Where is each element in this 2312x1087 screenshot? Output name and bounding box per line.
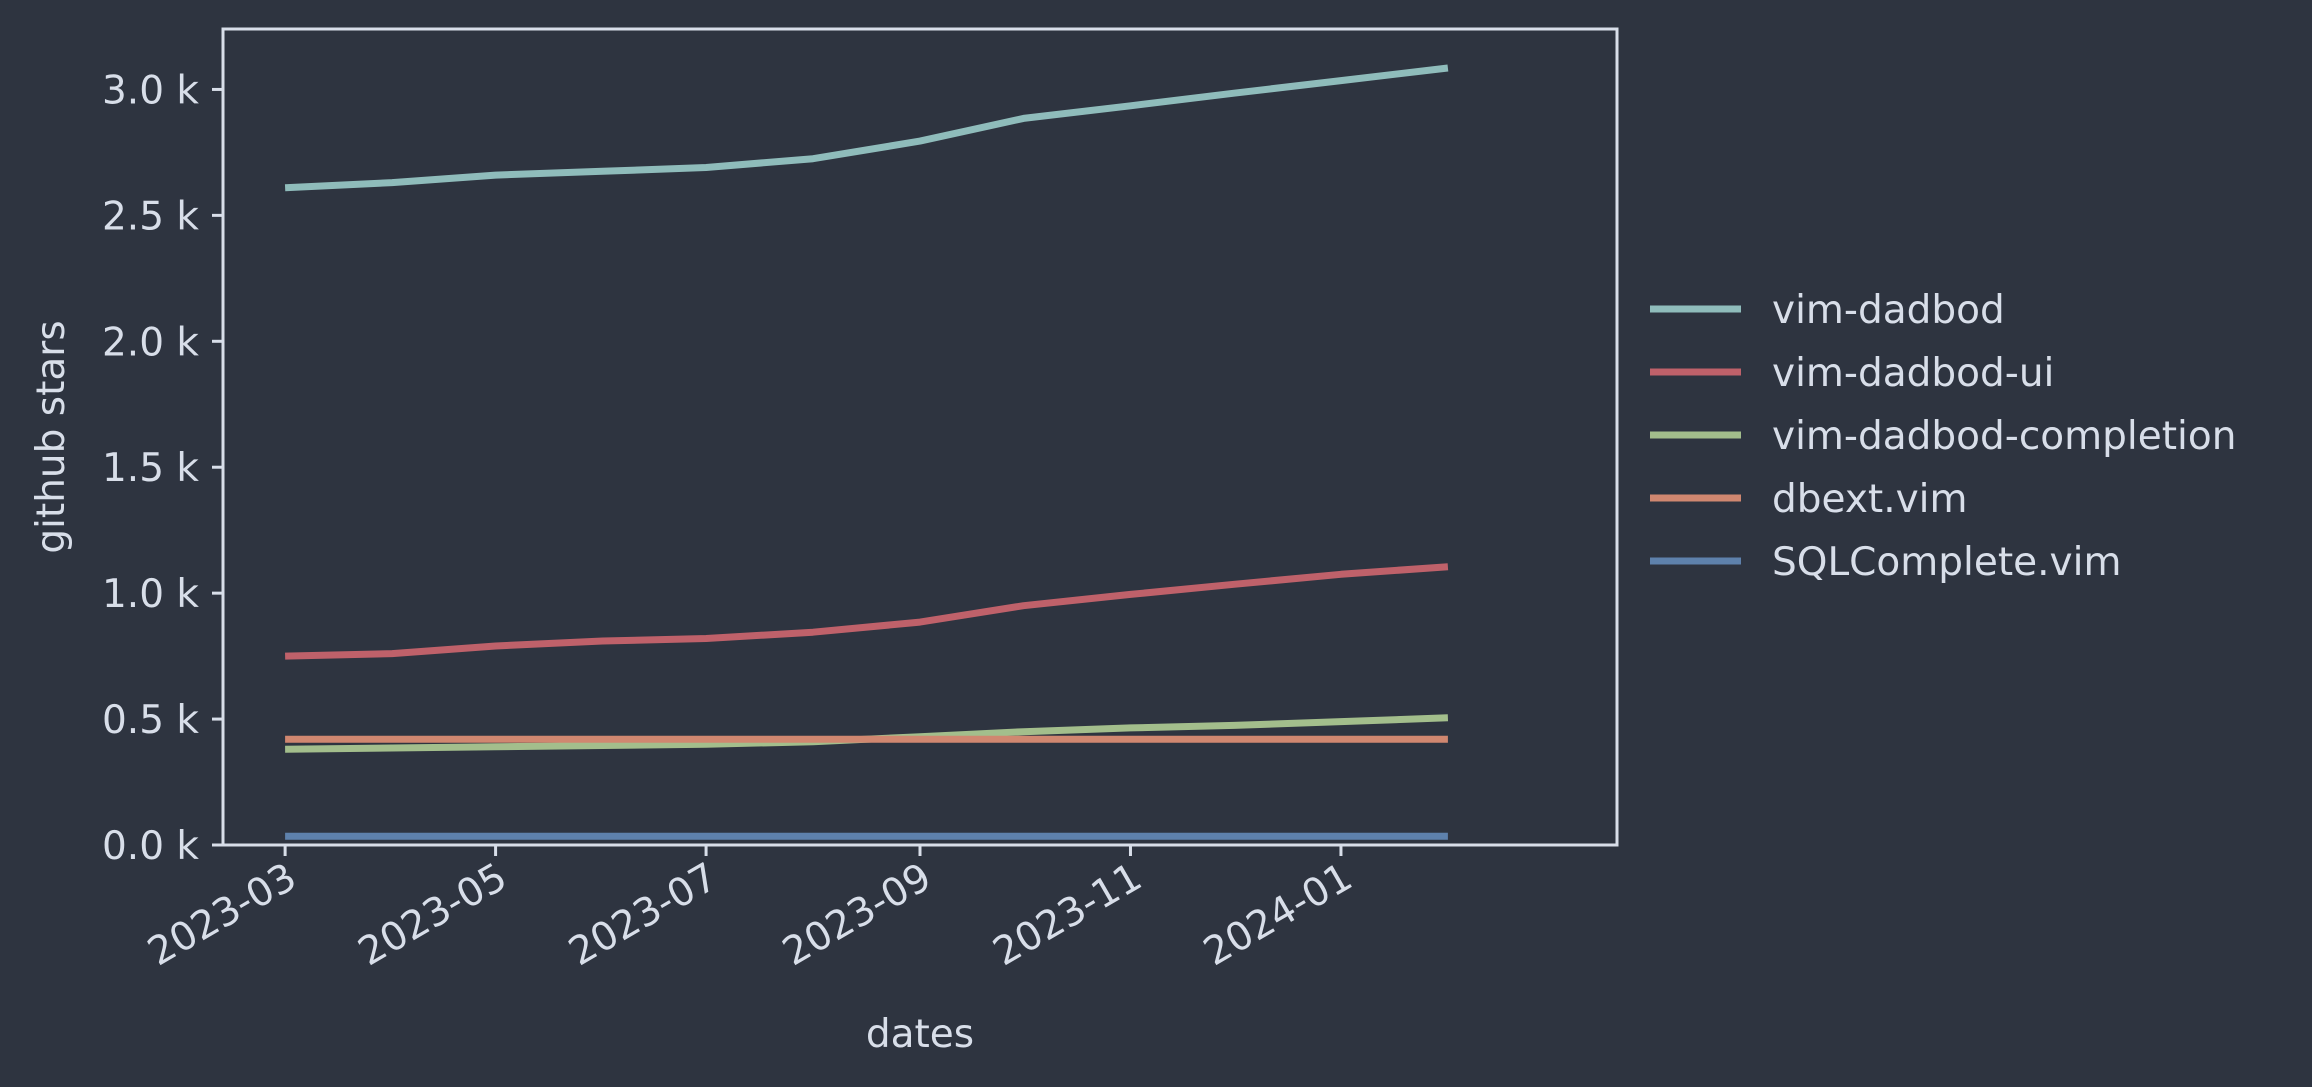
legend-label: dbext.vim (1772, 477, 1968, 522)
legend-label: vim-dadbod-completion (1772, 414, 2236, 459)
x-axis-title: dates (866, 1012, 974, 1057)
legend-label: vim-dadbod-ui (1772, 351, 2054, 396)
legend-label: SQLComplete.vim (1772, 540, 2121, 585)
series-line-vim-dadbod-ui (285, 563, 1449, 660)
y-axis-ticks: 0.0 k 0.5 k 1.0 k 1.5 k 2.0 k 2.5 k 3.0 k (102, 68, 223, 869)
y-tick-label: 0.0 k (102, 824, 199, 869)
y-tick-label: 0.5 k (102, 698, 199, 743)
y-tick-label: 2.5 k (102, 194, 199, 239)
y-tick-label: 1.5 k (102, 446, 199, 491)
y-tick-label: 3.0 k (102, 68, 199, 113)
y-axis-title: github stars (29, 320, 74, 553)
series-line-vim-dadbod (284, 64, 1449, 192)
legend-label: vim-dadbod (1772, 288, 2005, 333)
legend: vim-dadbod vim-dadbod-ui vim-dadbod-comple… (1650, 288, 2236, 585)
y-tick-label: 2.0 k (102, 320, 199, 365)
series-layer (284, 64, 1449, 840)
y-tick-label: 1.0 k (102, 572, 199, 617)
